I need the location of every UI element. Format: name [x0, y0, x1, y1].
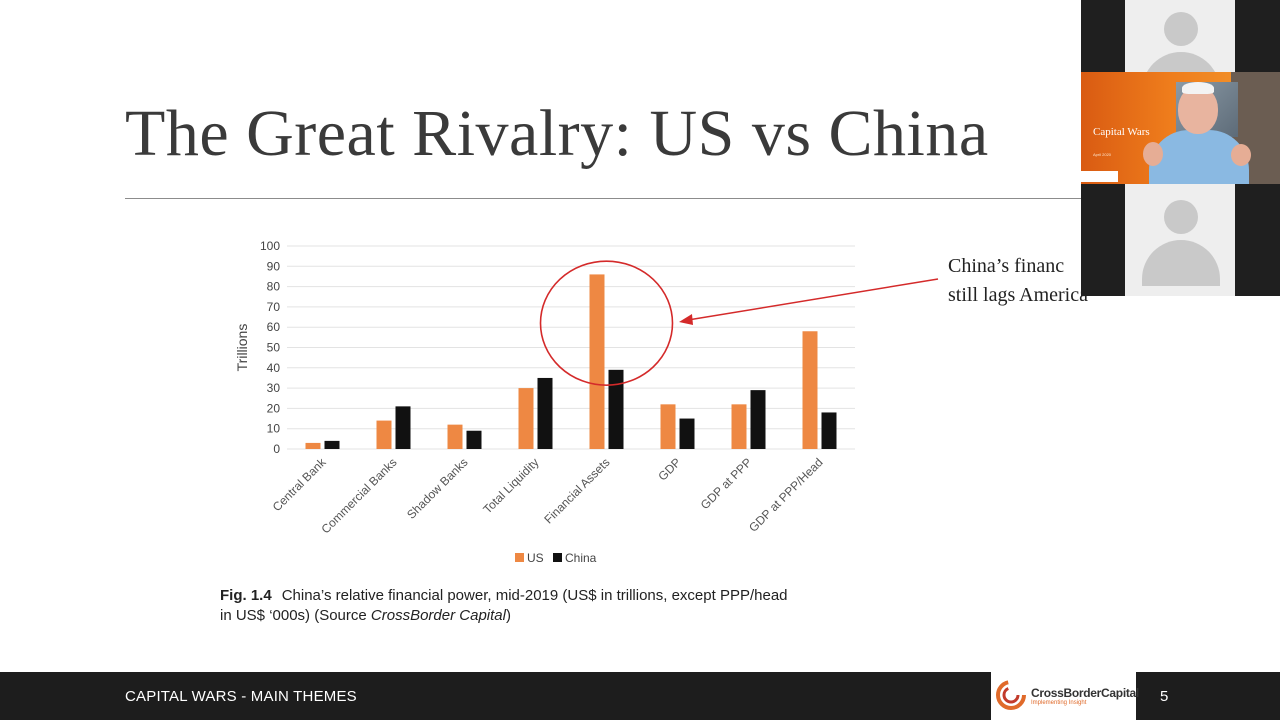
- avatar-body-icon: [1142, 52, 1220, 72]
- logo-mark-icon: [996, 680, 1026, 710]
- chart: 0 10 20 30 40 50 60 70 80 90 100 Trillions Central B…: [225, 232, 870, 577]
- bar-china: [750, 390, 766, 449]
- legend-swatch: [553, 553, 562, 562]
- bar-us: [660, 404, 676, 449]
- caption-line-1: China’s relative financial power, mid-20…: [281, 587, 788, 604]
- slide-title: The Great Rivalry: US vs China: [125, 97, 989, 170]
- y-tick-label: 20: [267, 401, 281, 415]
- speaker-head: [1178, 86, 1218, 134]
- y-tick-label: 100: [260, 239, 280, 253]
- logo-name: CrossBorderCapital: [1031, 686, 1139, 700]
- y-tick-label: 80: [267, 280, 281, 294]
- avatar-head-icon: [1164, 200, 1198, 234]
- slide-number: 5: [1160, 688, 1169, 705]
- y-tick-label: 50: [267, 341, 281, 355]
- annotation-text: China’s financ still lags America: [948, 252, 1088, 310]
- x-tick-label: Central Bank: [270, 455, 330, 515]
- title-divider: [125, 198, 1085, 199]
- y-tick-label: 70: [267, 300, 281, 314]
- y-tick-label: 30: [267, 381, 281, 395]
- caption-source: CrossBorder Capital: [370, 607, 506, 624]
- speaker-hair: [1182, 82, 1214, 94]
- bar-china: [395, 406, 411, 449]
- caption-label: Fig. 1.4: [220, 587, 272, 604]
- bar-china: [679, 418, 695, 449]
- video-panel[interactable]: Capital Wars April 2020: [1081, 0, 1280, 296]
- x-tick-label: GDP: [655, 455, 683, 483]
- bar-china: [466, 430, 482, 449]
- bar-us: [305, 442, 321, 449]
- x-tick-label: Commercial Banks: [319, 455, 400, 536]
- y-tick-label: 40: [267, 361, 281, 375]
- bar-china: [324, 440, 340, 449]
- y-tick-label: 90: [267, 259, 281, 273]
- speaker-slide-title: Capital Wars: [1093, 126, 1150, 138]
- avatar-head-icon: [1164, 12, 1198, 46]
- caption-line-2-pre: in US$ ‘000s) (Source: [220, 607, 371, 624]
- bar-us: [731, 404, 747, 449]
- y-tick-label: 10: [267, 422, 281, 436]
- caption-line-2-post: ): [505, 607, 511, 624]
- speaker-hand-left: [1143, 142, 1163, 166]
- bar-us: [518, 388, 534, 449]
- legend-swatch: [515, 553, 524, 562]
- logo-tagline: Implementing Insight: [1031, 700, 1087, 706]
- speaker-video[interactable]: Capital Wars April 2020: [1081, 72, 1280, 184]
- crossborder-logo: CrossBorderCapital Implementing Insight: [991, 672, 1139, 720]
- speaker-hand-right: [1231, 144, 1251, 166]
- bar-china: [537, 377, 553, 449]
- bar-us: [802, 331, 818, 449]
- x-tick-label: Financial Assets: [541, 455, 612, 526]
- figure-caption: Fig. 1.4 China’s relative financial power…: [220, 586, 900, 626]
- bar-china: [608, 369, 624, 449]
- highlight-circle: [539, 260, 674, 386]
- bar-us: [589, 274, 605, 449]
- legend-label: China: [565, 551, 597, 565]
- participant-tile-bottom[interactable]: [1125, 184, 1235, 296]
- bar-china: [821, 412, 837, 449]
- annotation-line-1: China’s financ: [948, 255, 1065, 277]
- x-tick-label: GDP at PPP: [698, 455, 755, 512]
- legend-label: US: [527, 551, 544, 565]
- participant-tile-top[interactable]: [1125, 0, 1235, 72]
- y-axis-label: Trillions: [234, 324, 250, 372]
- avatar-body-icon: [1142, 240, 1220, 286]
- speaker-slide-logo: [1081, 171, 1118, 182]
- y-tick-label: 0: [273, 442, 280, 456]
- speaker-slide-subtitle: April 2020: [1093, 152, 1112, 157]
- x-tick-label: Shadow Banks: [404, 455, 471, 522]
- footer-text: CAPITAL WARS - MAIN THEMES: [125, 688, 357, 705]
- bar-us: [376, 420, 392, 449]
- y-tick-label: 60: [267, 320, 281, 334]
- x-tick-label: GDP at PPP/Head: [746, 455, 826, 535]
- annotation-line-2: still lags America: [948, 284, 1088, 306]
- bar-us: [447, 424, 463, 449]
- bar-chart: 0 10 20 30 40 50 60 70 80 90 100 Trillions Central B…: [234, 239, 855, 565]
- x-tick-label: Total Liquidity: [480, 455, 541, 516]
